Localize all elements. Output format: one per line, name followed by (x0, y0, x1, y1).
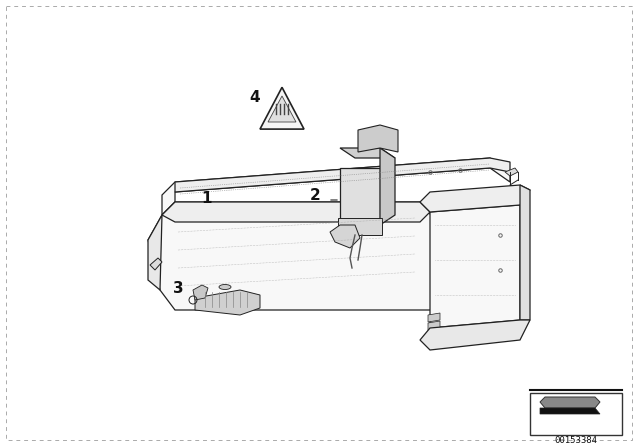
Polygon shape (420, 185, 530, 212)
Polygon shape (150, 258, 162, 270)
Polygon shape (330, 225, 360, 248)
Text: 2: 2 (310, 188, 321, 202)
Polygon shape (148, 202, 470, 310)
Polygon shape (260, 87, 304, 129)
Polygon shape (162, 158, 510, 215)
Polygon shape (338, 218, 382, 235)
Ellipse shape (219, 284, 231, 289)
Polygon shape (162, 202, 430, 222)
Polygon shape (175, 158, 510, 192)
Bar (530, 393, 622, 435)
Polygon shape (420, 320, 530, 350)
Polygon shape (540, 397, 600, 408)
Polygon shape (340, 168, 380, 225)
Polygon shape (428, 321, 440, 330)
Polygon shape (428, 329, 440, 338)
Polygon shape (195, 290, 260, 315)
Polygon shape (430, 205, 520, 328)
Polygon shape (193, 285, 208, 300)
Polygon shape (268, 96, 296, 122)
Text: 00153384: 00153384 (554, 435, 598, 444)
Polygon shape (340, 148, 395, 158)
Text: 1: 1 (202, 190, 212, 206)
Text: 4: 4 (250, 90, 260, 104)
Polygon shape (148, 215, 162, 290)
Polygon shape (358, 125, 398, 152)
Polygon shape (540, 408, 600, 414)
Polygon shape (505, 168, 518, 176)
Text: 3: 3 (173, 280, 183, 296)
Polygon shape (428, 313, 440, 322)
Polygon shape (380, 148, 395, 225)
Polygon shape (520, 185, 530, 320)
